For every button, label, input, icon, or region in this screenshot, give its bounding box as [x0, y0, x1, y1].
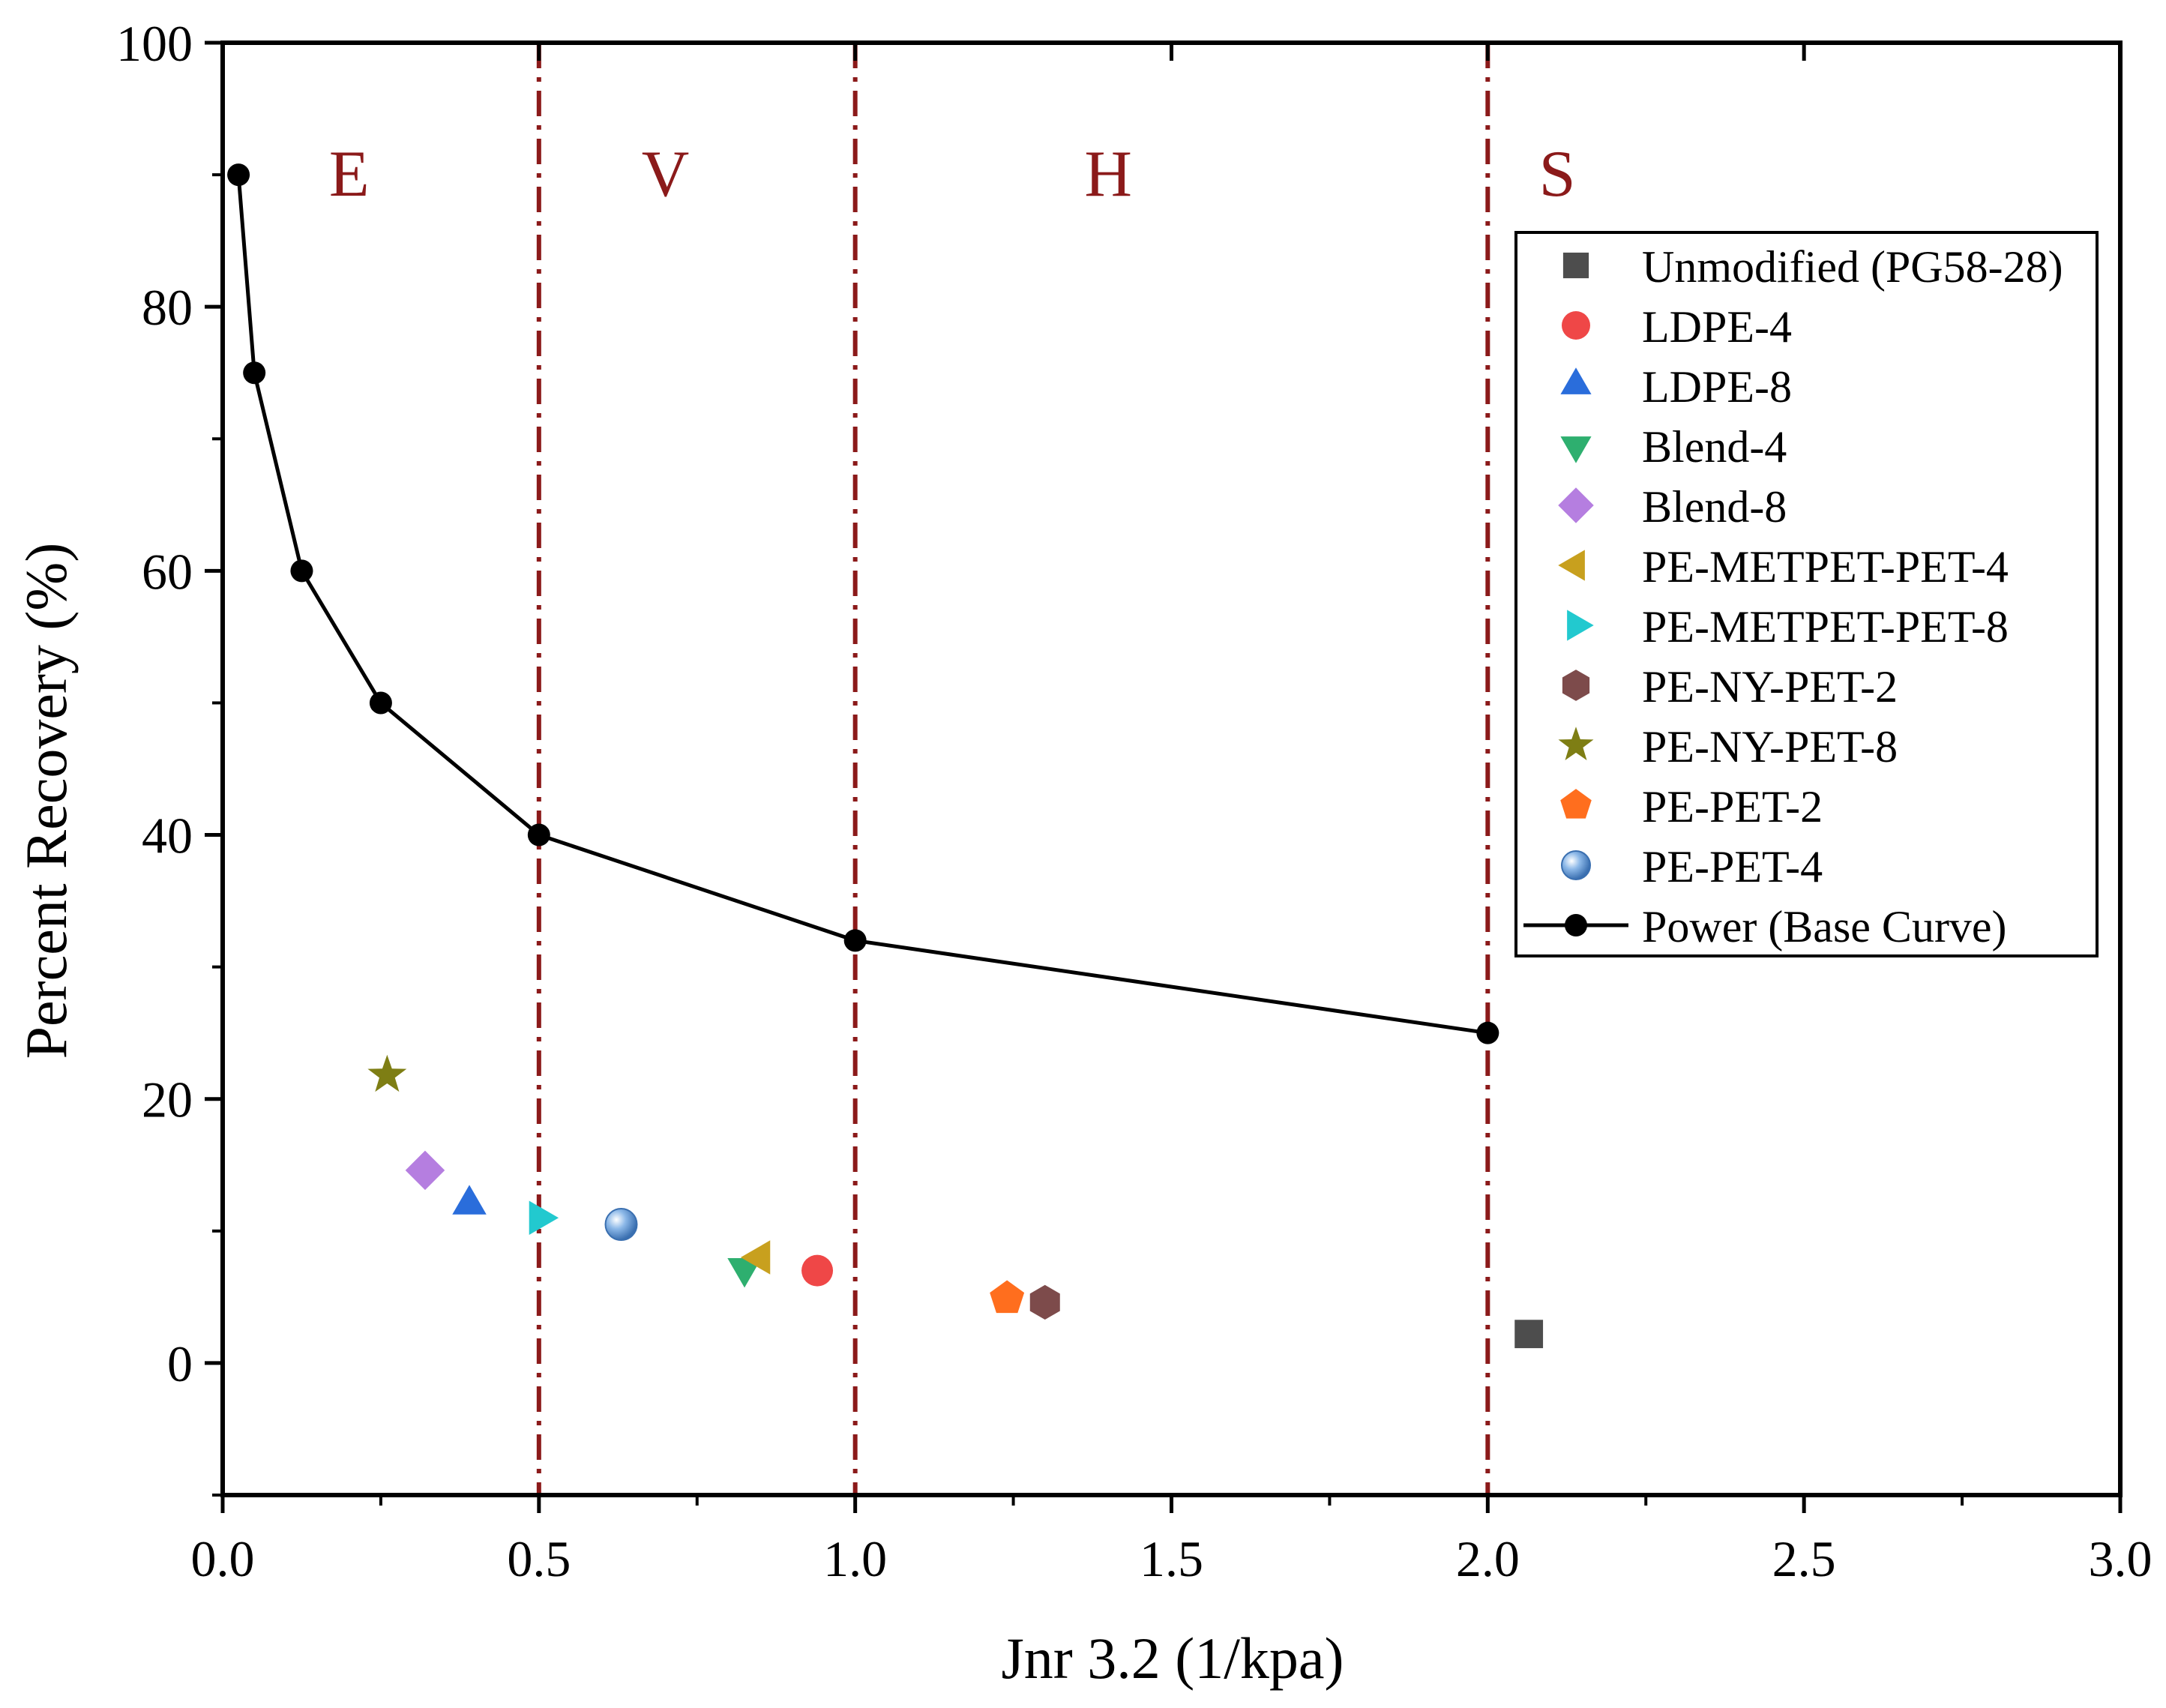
axes-layer: 0.0 0.5 1.0 1.5 2.0 2.5 3.0 0 20 40 60 80 100 — [116, 15, 2153, 1587]
legend-marker-2 — [1560, 367, 1592, 394]
legend-label-base-curve: Power (Base Curve) — [1642, 902, 2007, 951]
legend-marker-5 — [1558, 550, 1585, 581]
x-tick-label-5: 2.5 — [1772, 1530, 1836, 1587]
legend-label-9: PE-PET-2 — [1642, 782, 1823, 832]
legend-marker-10 — [1561, 850, 1591, 880]
legend-marker-1 — [1562, 311, 1590, 340]
base-curve-point-1 — [243, 361, 266, 385]
point-pe-ny-pet-2 — [1029, 1284, 1060, 1320]
legend-marker-7 — [1562, 670, 1590, 701]
base-curve-point-4 — [527, 823, 550, 847]
x-tick-label-0: 0.0 — [191, 1530, 255, 1587]
point-unmodified-pg58-28 — [1514, 1320, 1544, 1349]
x-tick-label-2: 1.0 — [823, 1530, 887, 1587]
legend-marker-3 — [1560, 436, 1592, 463]
y-tick-label-4: 80 — [142, 279, 193, 336]
y-axis-title: Percent Recovery (%) — [13, 543, 79, 1059]
legend-marker-8 — [1558, 727, 1594, 760]
point-ldpe-8 — [452, 1185, 487, 1215]
point-pe-ny-pet-8 — [367, 1054, 407, 1092]
legend-label-7: PE-NY-PET-2 — [1642, 662, 1898, 712]
legend-box — [1514, 231, 2099, 957]
y-tick-label-2: 40 — [142, 808, 193, 864]
legend-marker-6 — [1567, 610, 1594, 641]
legend-label-3: Blend-4 — [1642, 422, 1787, 472]
legend-marker-0 — [1562, 252, 1589, 279]
base-curve-point-3 — [369, 691, 392, 715]
series-layer — [227, 163, 1544, 1349]
zone-label-h: H — [1084, 138, 1132, 211]
legend-label-5: PE-METPET-PET-4 — [1642, 542, 2009, 592]
point-pe-metpet-pet-8 — [529, 1200, 559, 1235]
y-tick-label-5: 100 — [116, 15, 193, 72]
y-tick-label-3: 60 — [142, 543, 193, 600]
legend-label-0: Unmodified (PG58-28) — [1642, 242, 2063, 292]
point-pe-pet-4 — [604, 1208, 638, 1242]
base-curve-point-2 — [290, 559, 313, 583]
legend-label-8: PE-NY-PET-8 — [1642, 722, 1898, 772]
point-blend-4 — [727, 1257, 762, 1288]
legend-line-marker — [1565, 914, 1587, 936]
legend-label-10: PE-PET-4 — [1642, 842, 1823, 891]
legend-marker-9 — [1560, 789, 1592, 819]
base-curve-point-6 — [1476, 1021, 1499, 1044]
zone-label-e: E — [329, 138, 370, 211]
legend-label-4: Blend-8 — [1642, 482, 1787, 532]
point-pe-metpet-pet-4 — [740, 1240, 771, 1275]
base-curve-point-5 — [843, 929, 867, 952]
point-blend-8 — [405, 1150, 445, 1191]
x-tick-label-4: 2.0 — [1456, 1530, 1520, 1587]
y-tick-label-1: 20 — [142, 1071, 193, 1128]
point-ldpe-4 — [801, 1254, 834, 1287]
y-tick-label-0: 0 — [167, 1335, 193, 1392]
legend-label-1: LDPE-4 — [1642, 302, 1792, 352]
base-curve-point-0 — [227, 163, 250, 187]
x-tick-label-6: 3.0 — [2089, 1530, 2153, 1587]
zone-label-s: S — [1539, 138, 1576, 211]
legend-label-2: LDPE-8 — [1642, 362, 1792, 412]
legend-label-6: PE-METPET-PET-8 — [1642, 602, 2009, 652]
legend: Unmodified (PG58-28) LDPE-4 LDPE-8 Blend-4 B… — [1514, 231, 2099, 957]
zone-label-v: V — [642, 138, 690, 211]
x-tick-label-3: 1.5 — [1140, 1530, 1203, 1587]
x-tick-label-1: 0.5 — [507, 1530, 571, 1587]
legend-marker-4 — [1558, 487, 1594, 523]
x-axis-title: Jnr 3.2 (1/kpa) — [1001, 1626, 1344, 1691]
point-pe-pet-2 — [990, 1280, 1025, 1314]
